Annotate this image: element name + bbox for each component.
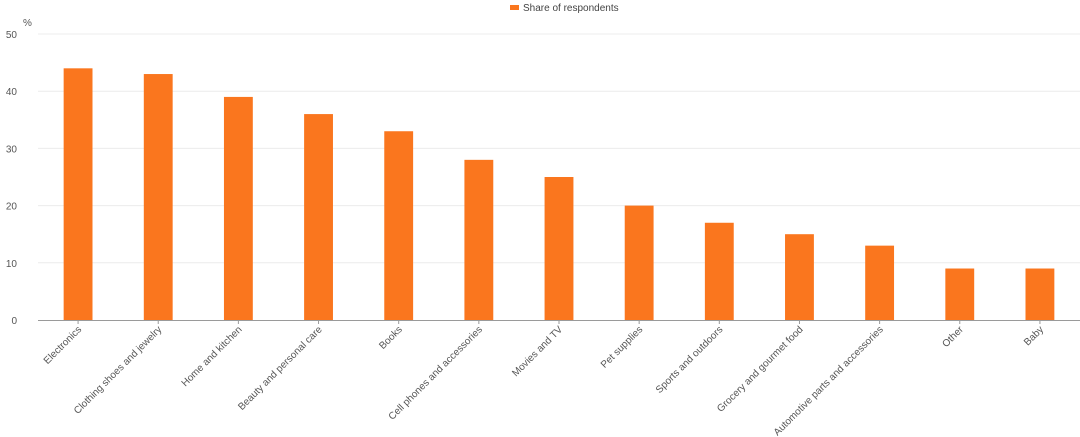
bar: [945, 268, 975, 320]
legend: Share of respondents: [510, 3, 619, 14]
legend-swatch: [510, 5, 519, 10]
bar: [143, 74, 173, 320]
bar: [624, 205, 654, 320]
x-tick-label: Cell phones and accessories: [387, 324, 485, 422]
bar: [223, 96, 253, 320]
x-tick-label: Beauty and personal care: [236, 324, 325, 413]
x-tick-label: Movies and TV: [510, 324, 565, 379]
bar: [304, 114, 333, 320]
x-tick-label: Sports and outdoors: [654, 324, 725, 395]
x-tick-label: Home and kitchen: [180, 324, 245, 389]
bar: [865, 245, 895, 320]
x-tick-label: Books: [377, 324, 404, 351]
gridlines: [38, 33, 1080, 264]
x-tick-label: Baby: [1022, 324, 1046, 348]
y-tick-label: 30: [6, 144, 18, 155]
bar: [544, 177, 574, 320]
y-tick-label: 0: [11, 316, 17, 327]
y-tick-label: 50: [6, 30, 18, 41]
y-axis-unit-label: %: [23, 18, 32, 29]
y-tick-label: 10: [6, 259, 18, 270]
bar: [63, 68, 93, 320]
bar: [785, 234, 814, 320]
bar: [464, 159, 494, 320]
y-tick-label: 40: [6, 87, 18, 98]
x-tick-label: Pet supplies: [599, 324, 645, 370]
y-tick-label: 20: [6, 202, 18, 213]
x-tick-label: Other: [940, 324, 966, 350]
bars: [63, 68, 1055, 320]
x-tick-label: Electronics: [42, 324, 84, 366]
bar: [704, 222, 734, 320]
legend-label: Share of respondents: [523, 3, 619, 14]
y-axis-ticks: 0 10 20 30 40 50: [6, 30, 18, 327]
x-tick-label: Clothing shoes and jewelry: [72, 324, 164, 416]
bar: [1025, 268, 1055, 320]
bar: [384, 131, 414, 320]
x-tick-label: Grocery and gourmet food: [715, 324, 805, 414]
